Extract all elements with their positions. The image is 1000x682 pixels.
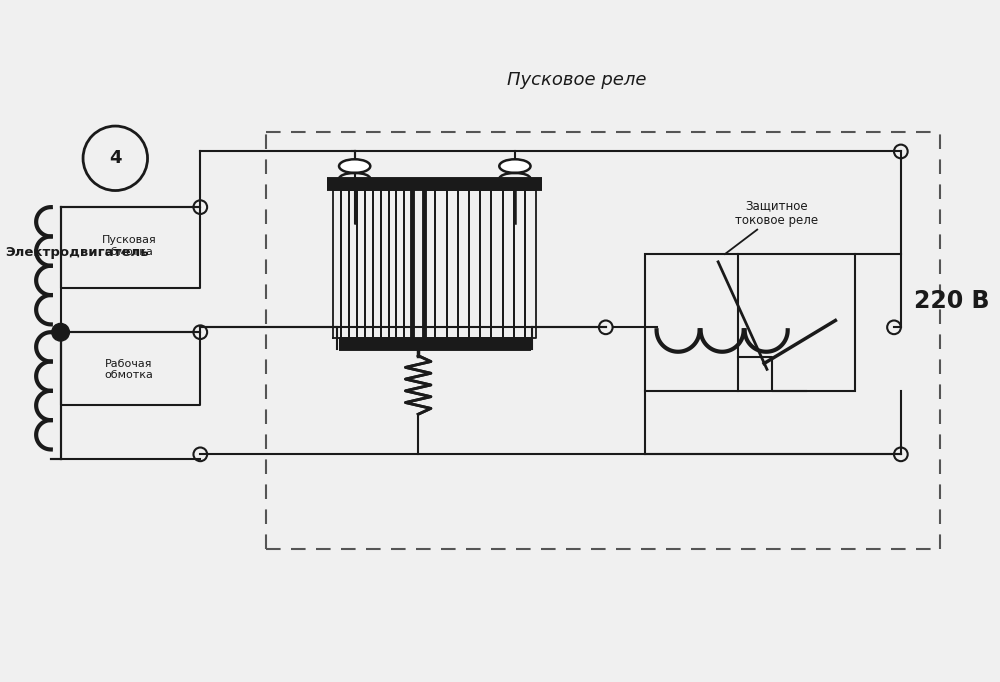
Ellipse shape: [499, 160, 531, 173]
Text: 220 В: 220 В: [914, 289, 989, 313]
Text: Защитное
токовое реле: Защитное токовое реле: [735, 199, 818, 227]
Text: Рабочая
обмотка: Рабочая обмотка: [105, 359, 153, 380]
Text: Пусковое реле: Пусковое реле: [507, 71, 646, 89]
Text: Электродвигатель: Электродвигатель: [5, 246, 149, 258]
Circle shape: [52, 323, 69, 341]
Text: 4: 4: [109, 149, 122, 167]
Text: Пусковая
обмотка: Пусковая обмотка: [102, 235, 156, 257]
Ellipse shape: [339, 160, 370, 173]
Bar: [645, 254, 855, 391]
